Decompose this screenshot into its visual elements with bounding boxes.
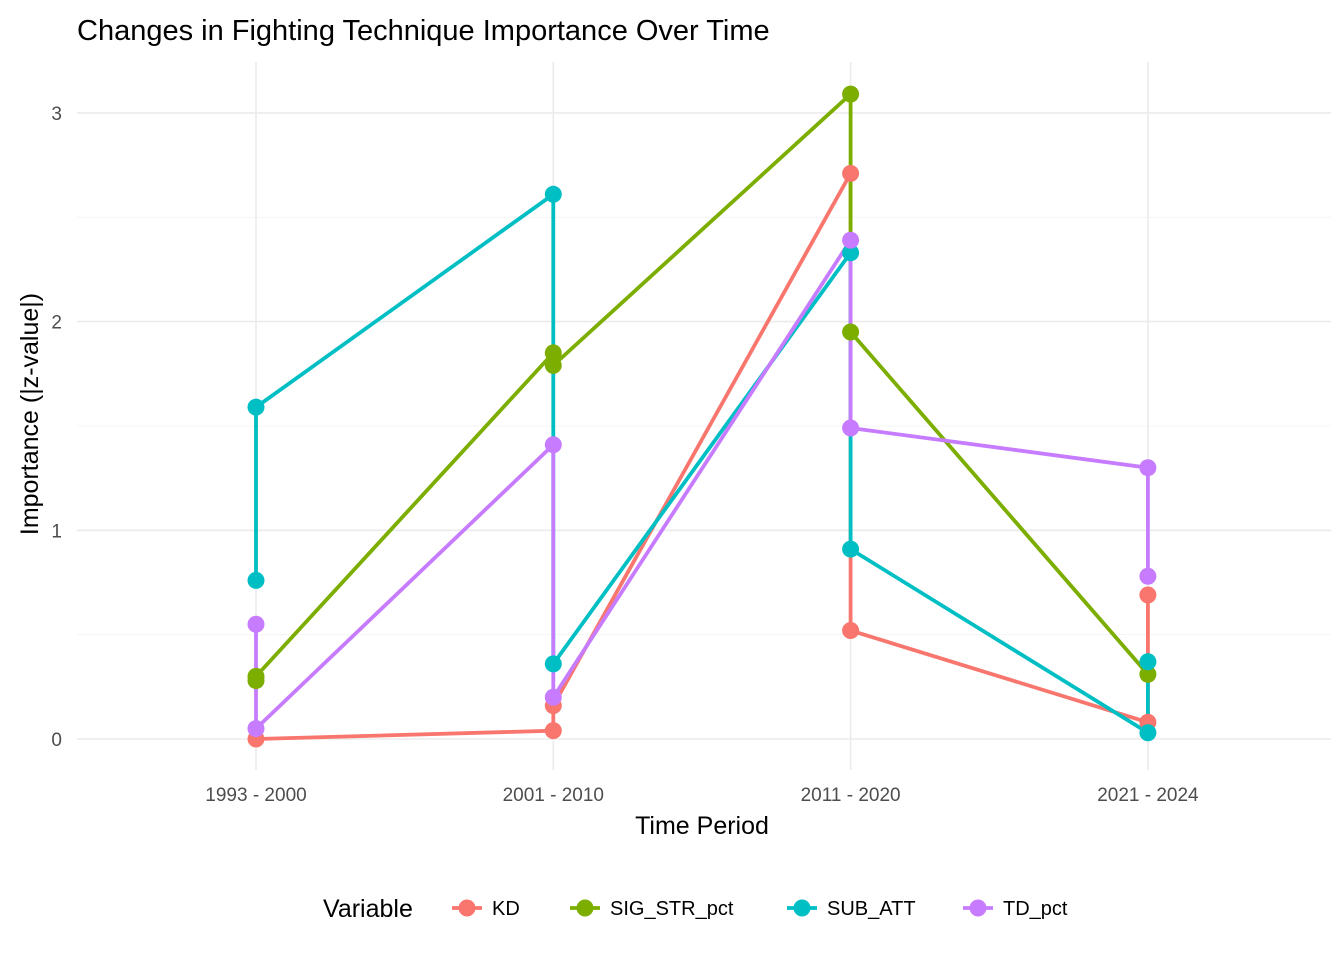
data-point-sig-str-pct [544, 344, 562, 362]
data-point-kd [842, 164, 860, 182]
y-tick-label: 2 [51, 313, 62, 334]
data-point-td-pct [544, 688, 562, 706]
data-point-sig-str-pct [842, 85, 860, 103]
legend-item-sig-str-pct: SIG_STR_pct [570, 898, 734, 920]
data-point-td-pct [247, 615, 265, 633]
y-axis-ticks: 0 1 2 3 [51, 104, 62, 751]
data-point-sig-str-pct [1139, 665, 1157, 683]
x-axis-ticks: 1993 - 2000 2001 - 2010 2011 - 2020 2021 - … [205, 785, 1199, 806]
x-tick-label: 1993 - 2000 [205, 785, 306, 806]
series-points [247, 85, 1157, 748]
data-point-sig-str-pct [544, 356, 562, 374]
data-point-td-pct [842, 419, 860, 437]
data-point-sig-str-pct [247, 667, 265, 685]
legend-key-point [793, 899, 811, 917]
legend-label: TD_pct [1003, 898, 1068, 920]
data-point-td-pct [1139, 567, 1157, 585]
data-point-sub-att [544, 185, 562, 203]
legend-item-kd: KD [452, 898, 520, 920]
data-point-td-pct [544, 436, 562, 454]
legend-label: SUB_ATT [827, 898, 916, 920]
legend: Variable KD SIG_STR_pct SUB_ATT TD_pct [323, 895, 1068, 923]
data-point-td-pct [247, 720, 265, 738]
data-point-kd [544, 722, 562, 740]
x-tick-label: 2001 - 2010 [503, 785, 604, 806]
data-point-sub-att [1139, 653, 1157, 671]
data-point-kd [1139, 586, 1157, 604]
y-axis-title: Importance (|z-value|) [16, 293, 44, 535]
x-tick-label: 2021 - 2024 [1097, 785, 1199, 806]
y-tick-label: 1 [51, 521, 62, 542]
data-point-sub-att [544, 655, 562, 673]
x-axis-title: Time Period [635, 812, 769, 840]
data-point-sig-str-pct [842, 323, 860, 341]
y-tick-label: 3 [51, 104, 62, 125]
legend-key-point [576, 899, 594, 917]
legend-item-td-pct: TD_pct [963, 898, 1068, 920]
data-point-sub-att [1139, 724, 1157, 742]
data-point-sub-att [842, 244, 860, 262]
legend-items: KD SIG_STR_pct SUB_ATT TD_pct [452, 898, 1068, 920]
series-line-sub-att [254, 192, 1150, 735]
data-point-sub-att [247, 398, 265, 416]
data-point-sub-att [247, 571, 265, 589]
data-point-td-pct [842, 231, 860, 249]
data-point-kd [842, 621, 860, 639]
legend-key-point [458, 899, 476, 917]
legend-title: Variable [323, 895, 413, 923]
data-point-sub-att [842, 540, 860, 558]
legend-item-sub-att: SUB_ATT [787, 898, 916, 920]
data-point-td-pct [1139, 459, 1157, 477]
legend-key-point [969, 899, 987, 917]
x-tick-label: 2011 - 2020 [801, 785, 901, 806]
legend-label: SIG_STR_pct [610, 898, 734, 920]
y-tick-label: 0 [51, 730, 62, 751]
series-line-td-pct [254, 238, 1150, 731]
legend-label: KD [492, 898, 520, 920]
chart-title: Changes in Fighting Technique Importance… [77, 15, 770, 47]
